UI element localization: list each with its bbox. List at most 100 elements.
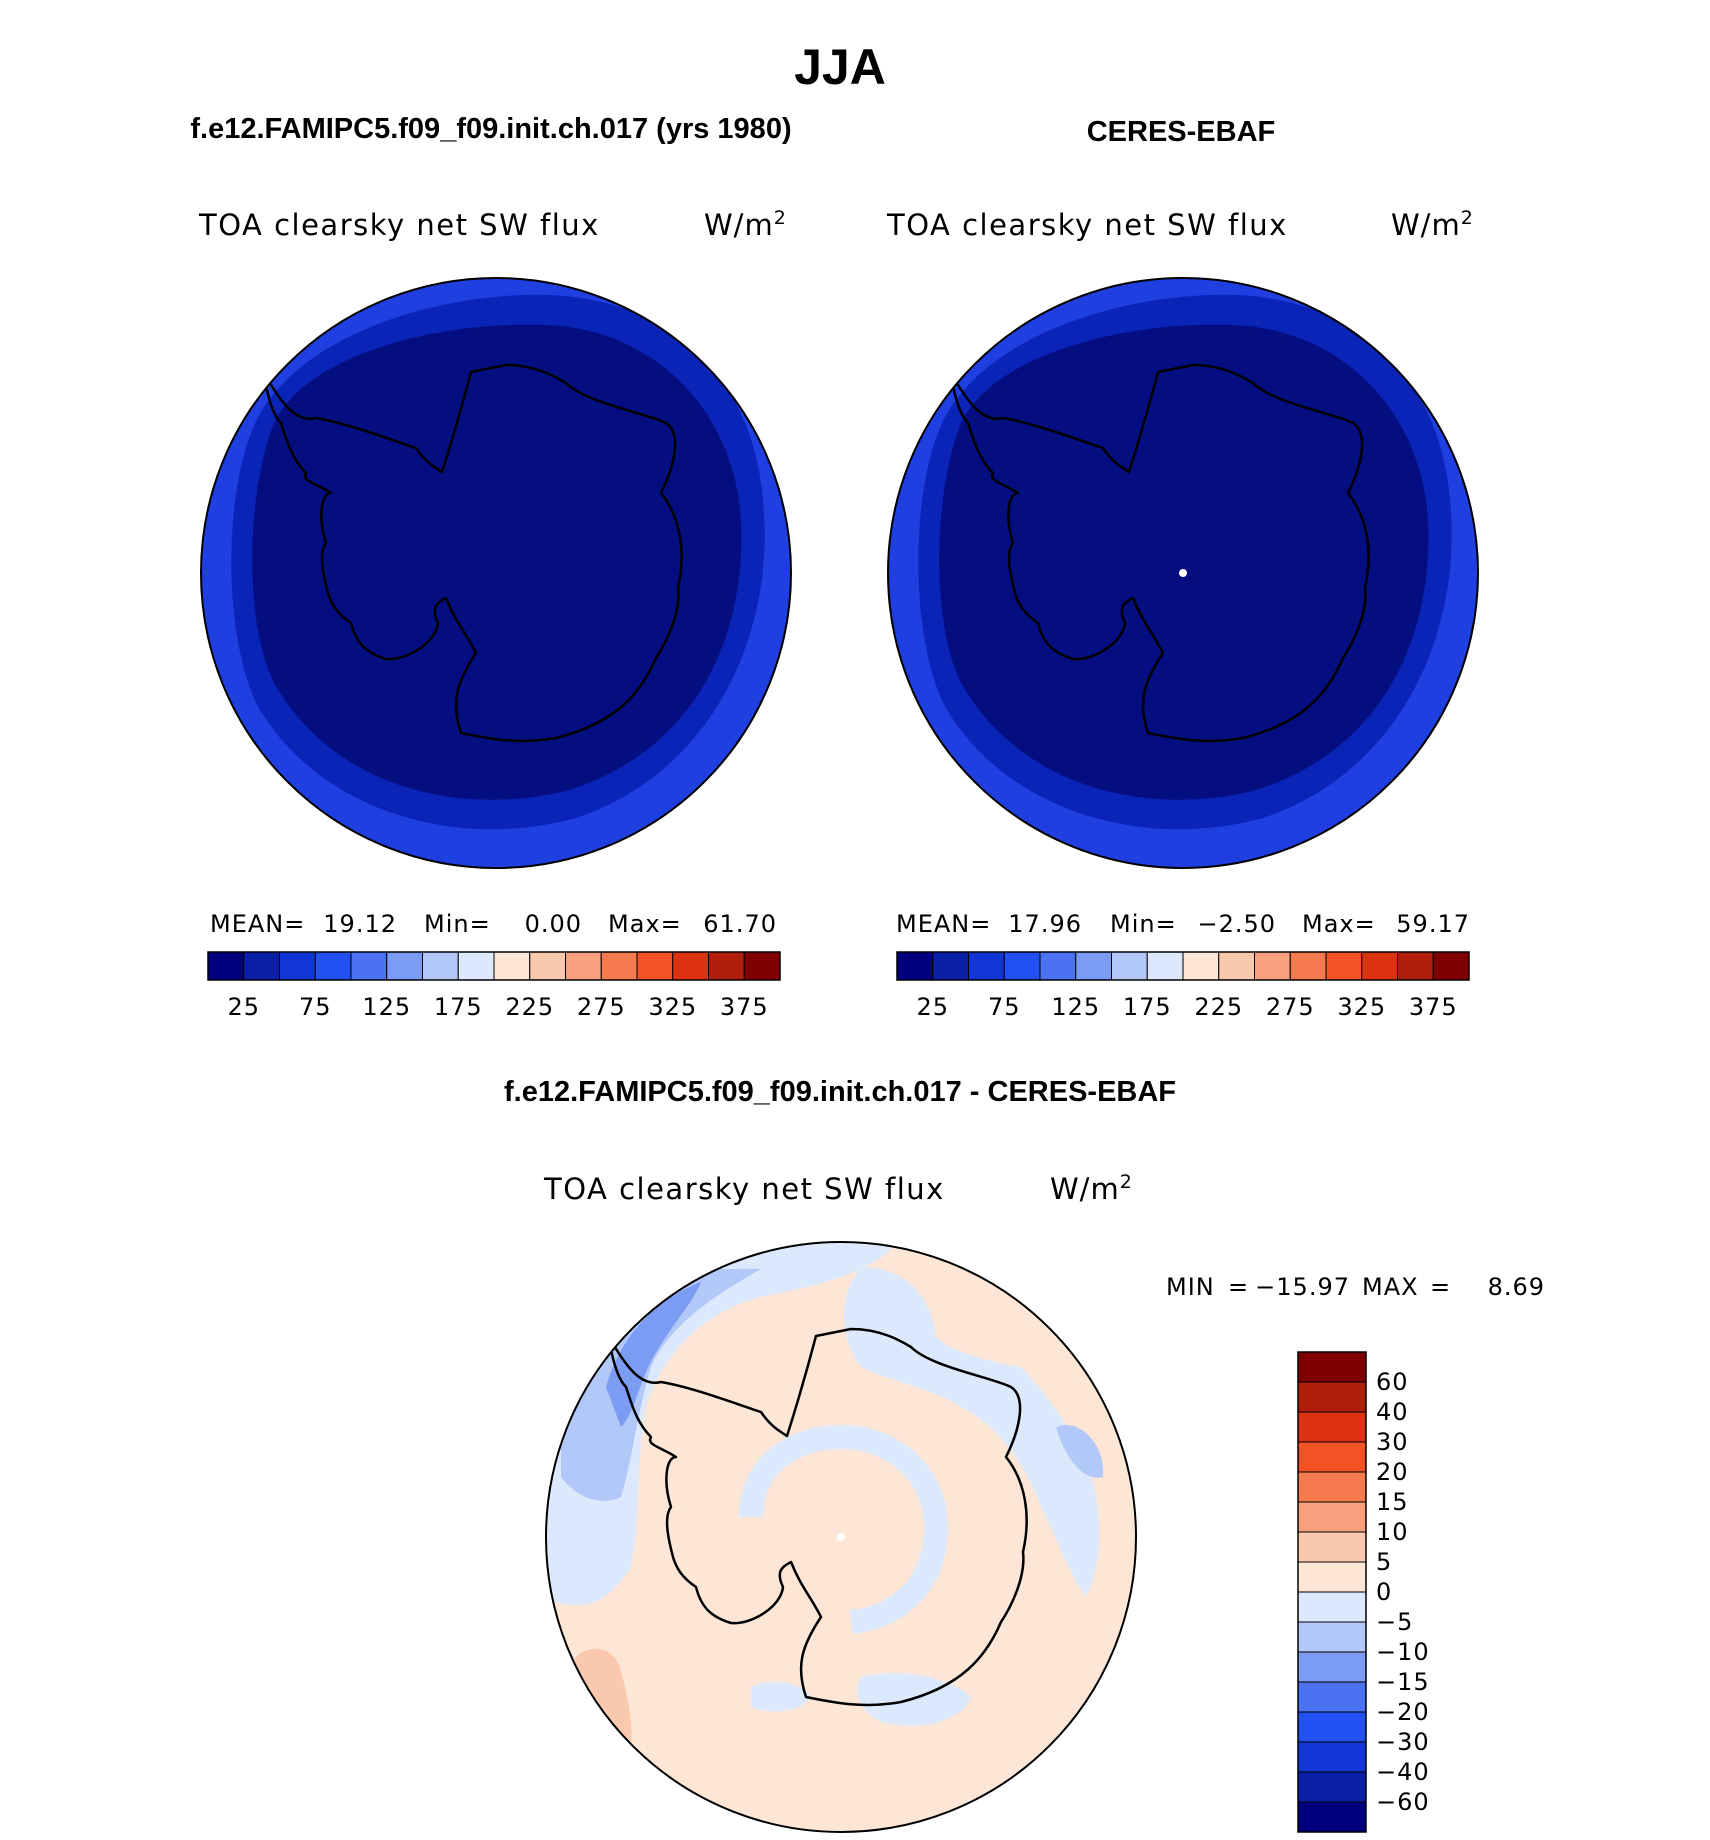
obs-colorbar-tick-label: 225 (1194, 993, 1243, 1021)
obs-colorbar-tick-label: 75 (988, 993, 1021, 1021)
difference-colorbar-tick-label: −5 (1376, 1608, 1413, 1636)
difference-colorbar-swatch (1297, 1801, 1367, 1833)
obs-max-value: 59.17 (1396, 910, 1470, 938)
difference-polar-map (545, 1241, 1137, 1833)
obs-colorbar-swatch (1218, 951, 1255, 981)
model-colorbar-tick-label: 275 (577, 993, 626, 1021)
obs-colorbar-swatch (1361, 951, 1398, 981)
obs-panel: CERES-EBAF TOA clearsky net SW flux W/m2… (886, 116, 1479, 1021)
difference-colorbar-outline (1297, 1351, 1367, 1833)
model-mean-label: MEAN= (210, 910, 305, 938)
obs-colorbar-tick-label: 275 (1266, 993, 1315, 1021)
obs-case-title: CERES-EBAF (1087, 116, 1276, 148)
model-stats: MEAN= 19.12 Min= 0.00 Max= 61.70 (210, 910, 777, 938)
difference-max-value: 8.69 (1488, 1273, 1545, 1301)
difference-panel: f.e12.FAMIPC5.f09_f09.init.ch.017 - CERE… (504, 1076, 1545, 1833)
obs-mean-value: 17.96 (1008, 910, 1082, 938)
obs-colorbar-swatch (1039, 951, 1077, 981)
difference-colorbar-tick-label: −60 (1376, 1788, 1430, 1816)
difference-colorbar-swatch (1297, 1591, 1367, 1623)
difference-map-border (545, 1241, 1137, 1833)
obs-stats: MEAN= 17.96 Min= −2.50 Max= 59.17 (896, 910, 1470, 938)
model-colorbar-outline (207, 951, 781, 981)
obs-colorbar-tick-label: 25 (916, 993, 949, 1021)
obs-mean-label: MEAN= (896, 910, 991, 938)
difference-colorbar-tick-label: −30 (1376, 1728, 1430, 1756)
obs-colorbar-swatch (1003, 951, 1041, 981)
difference-colorbar-swatch (1297, 1531, 1367, 1563)
difference-colorbar-swatch (1297, 1771, 1367, 1803)
model-colorbar-swatch (493, 951, 531, 981)
difference-colorbar-swatch (1297, 1381, 1367, 1413)
model-min-label: Min= (424, 910, 491, 938)
difference-colorbar-tick-label: 40 (1376, 1398, 1409, 1426)
model-colorbar-tick-label: 175 (434, 993, 483, 1021)
obs-colorbar-tick-label: 375 (1409, 993, 1458, 1021)
model-colorbar-swatch (672, 951, 709, 981)
model-colorbar-swatch (422, 951, 459, 981)
difference-max-label: MAX (1362, 1273, 1419, 1301)
obs-colorbar-swatch (896, 951, 934, 981)
difference-colorbar-swatch (1297, 1741, 1367, 1773)
obs-ice-interior (939, 324, 1429, 800)
model-antarctic-coastline (262, 363, 683, 743)
obs-colorbar-swatch (1254, 951, 1291, 981)
model-colorbar-swatch (636, 951, 674, 981)
obs-colorbar-swatch (1325, 951, 1363, 981)
obs-colorbar-swatch (932, 951, 969, 981)
model-max-label: Max= (608, 910, 682, 938)
difference-min-value: −15.97 (1255, 1273, 1350, 1301)
difference-colorbar-tick-label: −10 (1376, 1638, 1430, 1666)
obs-pole-dot (1179, 569, 1187, 577)
model-colorbar-swatch (350, 951, 388, 981)
difference-colorbar-tick-label: 5 (1376, 1548, 1392, 1576)
model-colorbar-swatch (529, 951, 566, 981)
difference-negative-patch-sw (751, 1681, 811, 1712)
difference-max-eq: = (1430, 1273, 1451, 1301)
difference-colorbar-tick-label: −40 (1376, 1758, 1430, 1786)
obs-variable-label: TOA clearsky net SW flux (886, 208, 1288, 242)
model-colorbar-swatch (243, 951, 280, 981)
model-panel: f.e12.FAMIPC5.f09_f09.init.ch.017 (yrs 1… (190, 113, 792, 1021)
model-colorbar-tick-label: 225 (505, 993, 554, 1021)
difference-colorbar-swatch (1297, 1501, 1367, 1533)
obs-polar-map (887, 277, 1479, 869)
model-ice-interior (252, 324, 742, 800)
difference-colorbar-tick-label: −15 (1376, 1668, 1430, 1696)
difference-title: f.e12.FAMIPC5.f09_f09.init.ch.017 - CERE… (504, 1076, 1176, 1108)
difference-colorbar-swatch (1297, 1651, 1367, 1683)
model-max-value: 61.70 (703, 910, 777, 938)
difference-colorbar-tick-label: 60 (1376, 1368, 1409, 1396)
obs-colorbar-swatch (968, 951, 1005, 981)
figure-title: JJA (794, 39, 886, 95)
difference-variable-label: TOA clearsky net SW flux (543, 1172, 945, 1206)
difference-antarctic-coastline (607, 1327, 1028, 1707)
difference-colorbar-swatch (1297, 1411, 1367, 1443)
difference-colorbar-swatch (1297, 1351, 1367, 1383)
difference-colorbar-tick-label: 10 (1376, 1518, 1409, 1546)
difference-colorbar-swatch (1297, 1681, 1367, 1713)
obs-colorbar-swatch (1182, 951, 1220, 981)
difference-colorbar-swatch (1297, 1711, 1367, 1743)
obs-colorbar-tick-label: 125 (1051, 993, 1100, 1021)
obs-max-label: Max= (1302, 910, 1376, 938)
model-colorbar-swatch (565, 951, 602, 981)
model-colorbar-swatch (743, 951, 781, 981)
difference-colorbar-swatch (1297, 1621, 1367, 1653)
difference-colorbar-swatch (1297, 1441, 1367, 1473)
obs-colorbar-swatch (1289, 951, 1327, 981)
difference-negative-band-west (844, 1267, 1100, 1597)
obs-colorbar-swatch (1111, 951, 1148, 981)
difference-negative-band-deep (606, 1282, 701, 1427)
difference-colorbar-swatch (1297, 1471, 1367, 1503)
model-colorbar: 25 75 125 175 225 275 325 375 (207, 951, 781, 1021)
model-colorbar-swatch (457, 951, 495, 981)
difference-colorbar-swatch (1297, 1561, 1367, 1593)
difference-negative-ring-inner (739, 1424, 949, 1634)
model-polar-map (200, 277, 792, 869)
difference-min-eq: = (1228, 1273, 1249, 1301)
obs-colorbar-tick-label: 325 (1337, 993, 1386, 1021)
obs-map-border (887, 277, 1479, 869)
model-colorbar-tick-label: 75 (299, 993, 332, 1021)
